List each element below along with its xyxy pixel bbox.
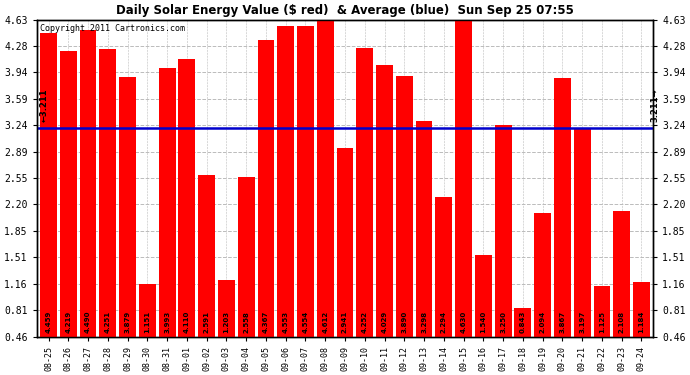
Text: 4.367: 4.367 [263,311,269,333]
Text: 4.630: 4.630 [461,311,466,333]
Bar [376,65,393,372]
Bar [435,197,452,372]
Text: 3.867: 3.867 [560,311,565,333]
Text: 4.252: 4.252 [362,311,368,333]
Bar [515,308,531,372]
Text: 3.993: 3.993 [164,311,170,333]
Text: 1.540: 1.540 [480,311,486,333]
Bar [238,177,255,372]
Bar [554,78,571,372]
Text: ←3.211: ←3.211 [39,88,49,122]
Bar [317,21,334,372]
Text: Copyright 2011 Cartronics.com: Copyright 2011 Cartronics.com [40,24,185,33]
Text: 2.294: 2.294 [441,311,447,333]
Text: 3.197: 3.197 [579,311,585,333]
Bar [574,129,591,372]
Bar [99,48,116,372]
Text: 1.151: 1.151 [144,311,150,333]
Text: 4.459: 4.459 [46,310,52,333]
Text: 3.298: 3.298 [421,311,427,333]
Text: 4.553: 4.553 [283,311,288,333]
Text: 3.250: 3.250 [500,311,506,333]
Bar [218,280,235,372]
Bar [613,211,630,372]
Bar [415,121,433,372]
Text: 4.554: 4.554 [302,311,308,333]
Text: 4.251: 4.251 [105,311,111,333]
Bar [297,26,314,372]
Text: 2.094: 2.094 [540,311,546,333]
Text: 2.941: 2.941 [342,311,348,333]
Text: 3.879: 3.879 [125,311,130,333]
Text: 3.211→: 3.211→ [651,88,660,122]
Bar [633,282,650,372]
Text: 3.890: 3.890 [402,311,407,333]
Bar [159,68,175,372]
Bar [475,255,492,372]
Text: 1.184: 1.184 [638,310,644,333]
Bar [356,48,373,372]
Bar [79,30,97,372]
Text: 4.612: 4.612 [322,311,328,333]
Title: Daily Solar Energy Value ($ red)  & Average (blue)  Sun Sep 25 07:55: Daily Solar Energy Value ($ red) & Avera… [116,4,574,17]
Bar [534,213,551,372]
Bar [277,26,294,372]
Text: 2.558: 2.558 [243,311,249,333]
Bar [40,33,57,372]
Bar [179,59,195,372]
Text: 1.125: 1.125 [599,311,605,333]
Text: 4.029: 4.029 [382,311,388,333]
Bar [119,77,136,372]
Bar [139,284,156,372]
Bar [495,124,511,372]
Text: 2.108: 2.108 [619,311,624,333]
Bar [396,76,413,372]
Text: 4.219: 4.219 [66,311,71,333]
Text: 4.490: 4.490 [85,310,91,333]
Bar [60,51,77,372]
Text: 4.110: 4.110 [184,310,190,333]
Bar [337,148,353,372]
Text: 0.843: 0.843 [520,310,526,333]
Text: 2.591: 2.591 [204,311,210,333]
Bar [198,175,215,372]
Bar [257,40,275,372]
Bar [455,20,472,372]
Bar [593,286,611,372]
Text: 1.203: 1.203 [224,311,229,333]
